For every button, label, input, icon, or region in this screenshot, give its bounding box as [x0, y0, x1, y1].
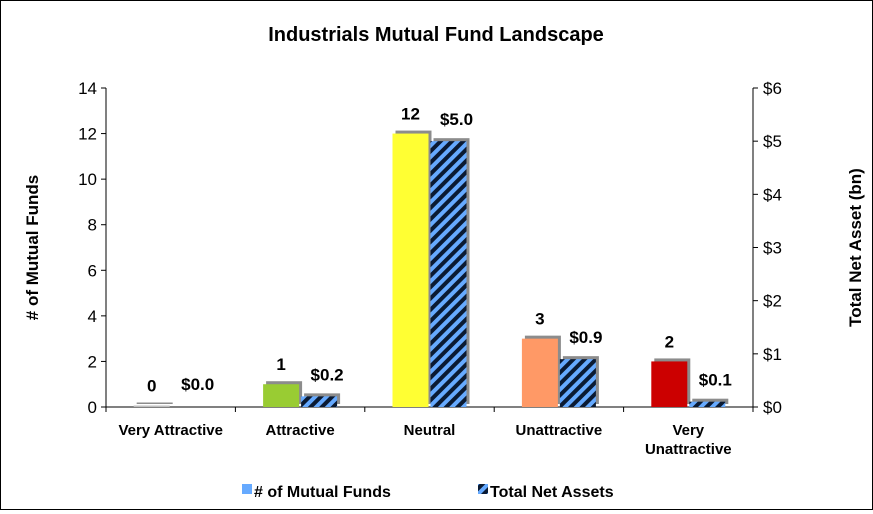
- x-tick-label: Attractive: [265, 422, 334, 439]
- x-tick-label: Very: [672, 422, 704, 439]
- left-tick-label: 12: [78, 125, 97, 144]
- data-label-mutual-funds: 0: [147, 377, 156, 396]
- bar-shadow: [136, 402, 173, 404]
- bar-mutual-funds: [521, 338, 558, 407]
- data-label-mutual-funds: 2: [665, 332, 674, 351]
- x-tick-label: Unattractive: [645, 441, 732, 458]
- left-tick-label: 2: [88, 352, 97, 371]
- data-label-mutual-funds: 1: [276, 355, 285, 374]
- x-tick-label: Neutral: [404, 422, 456, 439]
- left-tick-label: 6: [88, 261, 97, 280]
- chart-title: Industrials Mutual Fund Landscape: [268, 24, 604, 46]
- right-tick-label: $5: [763, 132, 782, 151]
- data-label-net-assets: $0.2: [311, 365, 344, 384]
- bar-mutual-funds: [263, 384, 300, 407]
- bar-shadow: [692, 398, 729, 404]
- bar-mutual-funds: [392, 133, 429, 408]
- data-label-net-assets: $0.9: [569, 328, 602, 347]
- bar-net-assets: [301, 396, 338, 407]
- data-label-mutual-funds: 12: [401, 105, 420, 124]
- y2-axis-title: Total Net Asset (bn): [846, 168, 865, 327]
- legend-swatch-net-assets: [478, 484, 488, 494]
- bar-net-assets: [559, 359, 596, 407]
- left-tick-label: 0: [88, 398, 97, 417]
- data-label-net-assets: $0.1: [699, 371, 732, 390]
- right-tick-label: $0: [763, 398, 782, 417]
- bar-net-assets: [430, 141, 467, 407]
- data-label-mutual-funds: 3: [535, 310, 544, 329]
- bar-net-assets: [689, 401, 726, 407]
- right-tick-label: $1: [763, 345, 782, 364]
- left-tick-label: 14: [78, 79, 97, 98]
- right-tick-label: $3: [763, 239, 782, 258]
- x-tick-label: Unattractive: [516, 422, 603, 439]
- legend-swatch-mutual-funds: [242, 484, 252, 494]
- data-label-net-assets: $5.0: [440, 110, 473, 129]
- right-tick-label: $6: [763, 79, 782, 98]
- y-axis-title: # of Mutual Funds: [23, 175, 42, 320]
- left-tick-label: 8: [88, 216, 97, 235]
- legend-label-mutual-funds: # of Mutual Funds: [254, 484, 391, 501]
- left-tick-label: 10: [78, 170, 97, 189]
- right-tick-label: $2: [763, 292, 782, 311]
- bar-mutual-funds: [133, 405, 170, 407]
- left-tick-label: 4: [88, 307, 97, 326]
- legend-label-net-assets: Total Net Assets: [490, 484, 614, 501]
- x-tick-label: Very Attractive: [118, 422, 223, 439]
- data-label-net-assets: $0.0: [181, 375, 214, 394]
- bar-mutual-funds: [651, 361, 688, 407]
- right-tick-label: $4: [763, 185, 782, 204]
